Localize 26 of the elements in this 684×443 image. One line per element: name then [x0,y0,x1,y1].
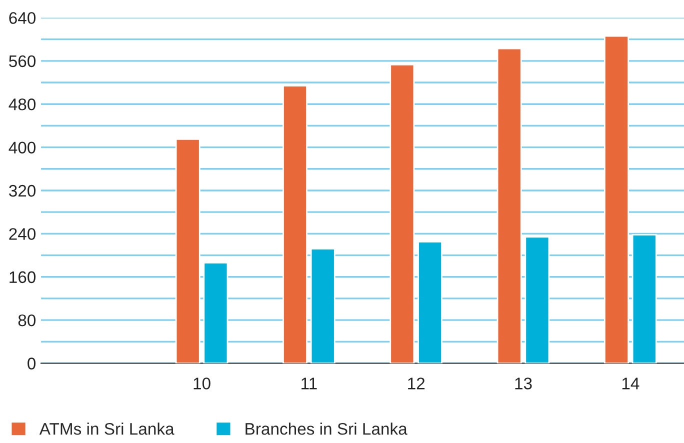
y-tick-label: 560 [9,55,36,68]
bar [524,236,550,364]
bar [604,35,629,364]
x-tick-label: 11 [302,378,317,390]
bar [496,48,522,364]
y-tick-label: 240 [9,228,36,240]
bar [175,138,200,364]
x-tick-label: 12 [408,378,425,390]
bar [310,248,336,364]
y-tick-label: 0 [28,358,36,370]
legend-label: ATMs in Sri Lanka [39,422,174,435]
y-tick-label: 80 [18,314,36,326]
x-tick-label: 13 [515,378,532,390]
bar [203,262,228,364]
x-tick-label: 14 [622,378,640,390]
legend-label: Branches in Sri Lanka [246,422,408,435]
x-tick-label: 10 [194,378,210,390]
y-tick-label: 400 [8,142,36,154]
y-tick-label: 160 [10,271,36,284]
bar [632,234,657,364]
bar [418,241,443,364]
bar [282,85,308,364]
y-tick-label: 320 [9,184,36,197]
bar [390,64,415,364]
y-tick-label: 480 [8,98,36,110]
y-tick-label: 640 [9,12,36,24]
